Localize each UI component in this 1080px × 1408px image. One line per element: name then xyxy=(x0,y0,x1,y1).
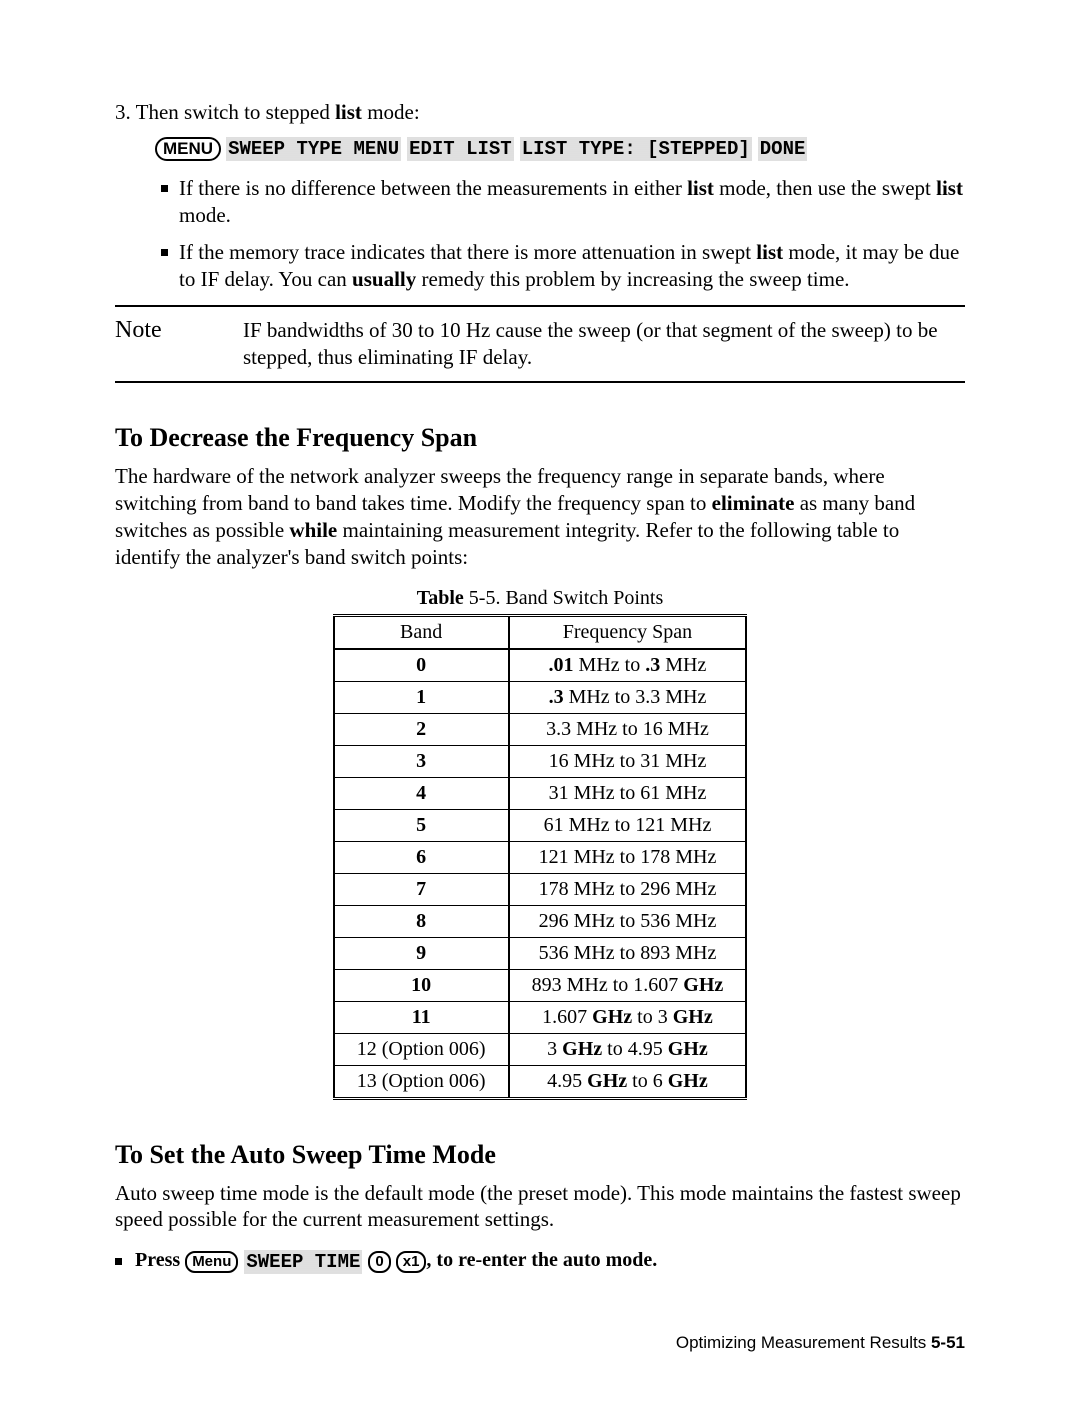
table-row: 1.3 MHz to 3.3 MHz xyxy=(334,681,747,713)
band-cell: 2 xyxy=(334,713,509,745)
page: 3. Then switch to stepped list mode: MEN… xyxy=(0,0,1080,1408)
bullet1-post: mode. xyxy=(179,203,231,227)
frequency-cell: 16 MHz to 31 MHz xyxy=(509,745,747,777)
frequency-cell: 61 MHz to 121 MHz xyxy=(509,809,747,841)
bullet2-pre: If the memory trace indicates that there… xyxy=(179,240,751,264)
step-line: 3. Then switch to stepped list mode: xyxy=(115,100,965,125)
table-row: 316 MHz to 31 MHz xyxy=(334,745,747,777)
frequency-cell: 4.95 GHz to 6 GHz xyxy=(509,1065,747,1098)
note-label: Note xyxy=(115,317,243,372)
bullet-list: If there is no difference between the me… xyxy=(161,175,965,293)
section1-para-b1: eliminate xyxy=(712,491,795,515)
section1-para-b2: while xyxy=(289,518,337,542)
table-caption-bold: Table xyxy=(417,587,464,609)
bullet-2: If the memory trace indicates that there… xyxy=(161,239,965,293)
table-row: 6121 MHz to 178 MHz xyxy=(334,841,747,873)
bullet1-pre: If there is no difference between the me… xyxy=(179,176,682,200)
frequency-cell: 178 MHz to 296 MHz xyxy=(509,873,747,905)
step-number: 3. xyxy=(115,100,131,124)
hardkey-x1: x1 xyxy=(396,1251,427,1273)
frequency-cell: 296 MHz to 536 MHz xyxy=(509,905,747,937)
hardkey-0: 0 xyxy=(368,1251,390,1273)
table-row: 0.01 MHz to .3 MHz xyxy=(334,649,747,682)
section1-paragraph: The hardware of the network analyzer swe… xyxy=(115,463,965,571)
press-bullet-icon xyxy=(115,1249,130,1271)
table-row: 431 MHz to 61 MHz xyxy=(334,777,747,809)
band-cell: 10 xyxy=(334,969,509,1001)
table-caption: Table 5-5. Band Switch Points xyxy=(115,587,965,610)
softkey-done: DONE xyxy=(758,137,808,161)
table-row: 10893 MHz to 1.607 GHz xyxy=(334,969,747,1001)
bullet2-post: remedy this problem by increasing the sw… xyxy=(422,267,850,291)
frequency-cell: 121 MHz to 178 MHz xyxy=(509,841,747,873)
footer-text: Optimizing Measurement Results xyxy=(676,1333,926,1352)
note-text: IF bandwidths of 30 to 10 Hz cause the s… xyxy=(243,317,965,372)
softkey-edit-list: EDIT LIST xyxy=(407,137,514,161)
press-label: Press xyxy=(135,1249,180,1271)
frequency-cell: 31 MHz to 61 MHz xyxy=(509,777,747,809)
band-cell: 4 xyxy=(334,777,509,809)
band-cell: 7 xyxy=(334,873,509,905)
section2-bold: To xyxy=(115,1140,143,1169)
table-row: 13 (Option 006)4.95 GHz to 6 GHz xyxy=(334,1065,747,1098)
table-caption-rest: 5-5. Band Switch Points xyxy=(469,587,663,609)
press-tail: , to re-enter the auto mode. xyxy=(426,1249,657,1271)
table-row: 23.3 MHz to 16 MHz xyxy=(334,713,747,745)
table-head-row: Band Frequency Span xyxy=(334,615,747,649)
band-switch-table: Band Frequency Span 0.01 MHz to .3 MHz1.… xyxy=(333,614,748,1100)
frequency-cell: .3 MHz to 3.3 MHz xyxy=(509,681,747,713)
section2-rest: Set the Auto Sweep Time Mode xyxy=(149,1140,495,1169)
bullet1-mid: mode, then use the swept xyxy=(719,176,931,200)
section1-bold: To xyxy=(115,423,143,452)
bullet-1: If there is no difference between the me… xyxy=(161,175,965,229)
softkey-list-type-stepped: LIST TYPE: [STEPPED] xyxy=(520,137,752,161)
bullet1-b1: list xyxy=(687,176,714,200)
band-cell: 11 xyxy=(334,1001,509,1033)
band-cell: 8 xyxy=(334,905,509,937)
table-row: 12 (Option 006)3 GHz to 4.95 GHz xyxy=(334,1033,747,1065)
frequency-cell: 893 MHz to 1.607 GHz xyxy=(509,969,747,1001)
table-row: 9536 MHz to 893 MHz xyxy=(334,937,747,969)
bullet1-b2: list xyxy=(936,176,963,200)
table-body: 0.01 MHz to .3 MHz1.3 MHz to 3.3 MHz23.3… xyxy=(334,649,747,1099)
frequency-cell: 1.607 GHz to 3 GHz xyxy=(509,1001,747,1033)
softkey-sweep-time: SWEEP TIME xyxy=(244,1250,362,1274)
page-footer: Optimizing Measurement Results 5-51 xyxy=(676,1333,965,1353)
hardkey-menu-2: Menu xyxy=(185,1251,238,1273)
band-cell: 5 xyxy=(334,809,509,841)
section1-rest: Decrease the Frequency Span xyxy=(149,423,477,452)
band-cell: 3 xyxy=(334,745,509,777)
step-bold: list xyxy=(335,100,362,124)
band-cell: 6 xyxy=(334,841,509,873)
band-cell: 12 (Option 006) xyxy=(334,1033,509,1065)
band-cell: 13 (Option 006) xyxy=(334,1065,509,1098)
frequency-cell: .01 MHz to .3 MHz xyxy=(509,649,747,682)
band-cell: 1 xyxy=(334,681,509,713)
col-band: Band xyxy=(334,615,509,649)
bullet2-b2: usually xyxy=(352,267,416,291)
hardkey-menu: MENU xyxy=(155,137,221,161)
footer-page: 5-51 xyxy=(931,1333,965,1352)
step-text-before: Then switch to stepped xyxy=(136,100,330,124)
band-cell: 0 xyxy=(334,649,509,682)
section-decrease-span: To Decrease the Frequency Span xyxy=(115,423,965,453)
section-auto-sweep: To Set the Auto Sweep Time Mode xyxy=(115,1140,965,1170)
band-cell: 9 xyxy=(334,937,509,969)
table-row: 561 MHz to 121 MHz xyxy=(334,809,747,841)
table-row: 8296 MHz to 536 MHz xyxy=(334,905,747,937)
frequency-cell: 3.3 MHz to 16 MHz xyxy=(509,713,747,745)
press-line: Press Menu SWEEP TIME 0 x1, to re-enter … xyxy=(115,1249,965,1273)
table-row: 7178 MHz to 296 MHz xyxy=(334,873,747,905)
table-row: 111.607 GHz to 3 GHz xyxy=(334,1001,747,1033)
softkey-sweep-type-menu: SWEEP TYPE MENU xyxy=(226,137,401,161)
menu-sequence: MENU SWEEP TYPE MENU EDIT LIST LIST TYPE… xyxy=(155,137,965,161)
section2-paragraph: Auto sweep time mode is the default mode… xyxy=(115,1180,965,1234)
frequency-cell: 3 GHz to 4.95 GHz xyxy=(509,1033,747,1065)
note-block: Note IF bandwidths of 30 to 10 Hz cause … xyxy=(115,305,965,384)
step-text-after: mode: xyxy=(367,100,420,124)
col-frequency-span: Frequency Span xyxy=(509,615,747,649)
frequency-cell: 536 MHz to 893 MHz xyxy=(509,937,747,969)
bullet2-b1: list xyxy=(756,240,783,264)
